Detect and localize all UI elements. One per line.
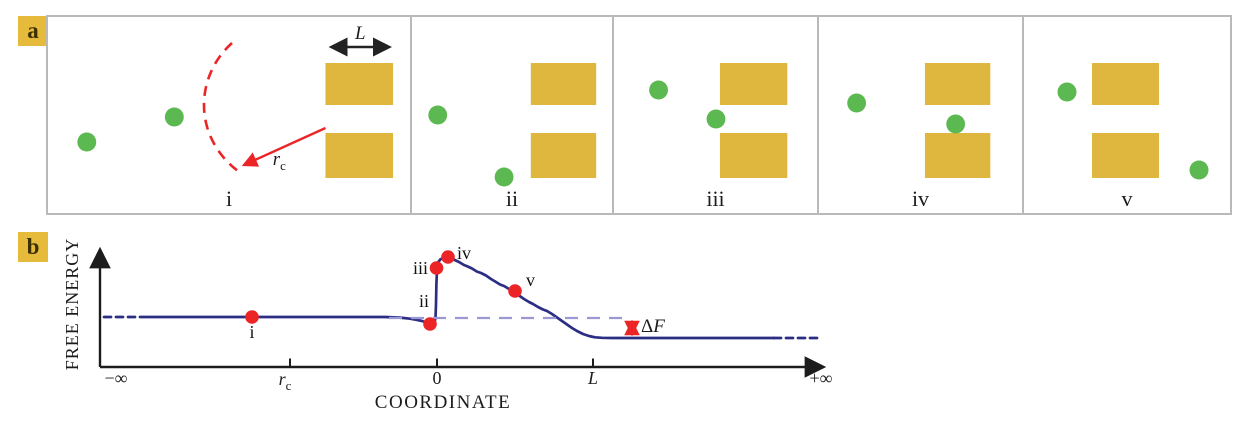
y-axis-title: FREE ENERGY	[62, 238, 82, 371]
stage-panel-v: v	[1024, 17, 1230, 213]
membrane-block-top	[530, 63, 597, 105]
delta-f-label: ΔF	[641, 316, 665, 337]
stage-panel-iv: iv	[819, 17, 1024, 213]
stage-iii-graphic	[614, 63, 788, 178]
x-tick-label-minus-infinity: −∞	[105, 368, 128, 388]
stage-label-v: v	[1121, 186, 1133, 211]
polymer-end-dot	[164, 107, 184, 127]
membrane-block-top	[325, 63, 394, 105]
membrane-block-bottom	[924, 133, 991, 178]
delta-symbol: Δ	[641, 316, 653, 337]
panel-b-plot: i ii iii iv v ΔF −∞ rc 0 L +∞ COORDINATE FRE…	[60, 232, 860, 428]
energy-point-iv	[441, 250, 455, 264]
panel-b-label: b	[18, 232, 48, 262]
stage-panel-iii: iii	[614, 17, 819, 213]
polymer-end-dot	[77, 132, 97, 152]
x-tick-label-rc: rc	[279, 369, 292, 393]
stage-label-i: i	[225, 186, 233, 211]
energy-point-label-iii: iii	[413, 258, 428, 278]
panel-a-label: a	[18, 16, 48, 46]
capture-radius-base: r	[273, 149, 281, 170]
x-tick-label-plus-infinity: +∞	[810, 368, 833, 388]
capture-radius-arc	[202, 42, 239, 173]
polymer-coil	[429, 75, 531, 180]
polymer-coil	[636, 69, 715, 156]
membrane-block-top	[719, 63, 788, 105]
stage-label-ii: ii	[505, 186, 519, 211]
energy-point-i	[245, 310, 259, 324]
membrane-block-bottom	[719, 133, 788, 178]
polymer-end-dot	[649, 80, 668, 100]
x-tick-label-L: L	[587, 368, 598, 388]
rc-sub: c	[286, 378, 292, 393]
stage-panel-ii: ii	[412, 17, 614, 213]
capture-radius-arrow	[241, 126, 326, 167]
polymer-end-dot	[428, 105, 448, 125]
stage-ii-graphic	[412, 63, 597, 187]
energy-point-ii	[423, 317, 437, 331]
pore-width-label: L	[354, 23, 366, 44]
delta-f-variable: F	[652, 316, 665, 337]
polymer-end-dot	[1189, 160, 1209, 180]
polymer-end-dot	[494, 167, 514, 187]
membrane-block-top	[1092, 63, 1159, 105]
stage-i-graphic: L rc	[48, 23, 394, 178]
polymer-end-dot	[706, 109, 726, 129]
stage-panel-i: L rc i	[48, 17, 412, 213]
membrane-block-top	[924, 63, 991, 105]
polymer-coil-texture	[636, 69, 715, 156]
polymer-end-dot	[1057, 82, 1077, 102]
polymer-end-dot	[946, 114, 966, 134]
energy-point-v	[508, 284, 522, 298]
membrane-block-bottom	[325, 133, 394, 178]
stage-label-iv: iv	[911, 186, 930, 211]
energy-curve-main	[146, 255, 776, 340]
capture-radius-label: rc	[273, 149, 286, 173]
energy-point-iii	[429, 261, 444, 275]
energy-point-label-v: v	[526, 270, 535, 290]
x-tick-label-zero: 0	[433, 368, 442, 388]
stage-iv-graphic	[819, 63, 991, 178]
capture-radius-sub: c	[280, 158, 286, 173]
x-axis-title: COORDINATE	[375, 392, 511, 413]
stage-v-graphic	[1024, 63, 1230, 180]
energy-point-label-i: i	[249, 322, 254, 342]
panel-a-strip: L rc i ii	[46, 15, 1232, 215]
polymer-end-dot	[847, 93, 867, 113]
polymer-coil-texture	[429, 75, 531, 180]
membrane-block-bottom	[1092, 133, 1159, 178]
rc-base: r	[279, 369, 287, 389]
energy-point-label-iv: iv	[457, 243, 471, 263]
stage-label-iii: iii	[706, 186, 725, 211]
membrane-block-bottom	[530, 133, 597, 178]
energy-point-label-ii: ii	[419, 291, 429, 311]
